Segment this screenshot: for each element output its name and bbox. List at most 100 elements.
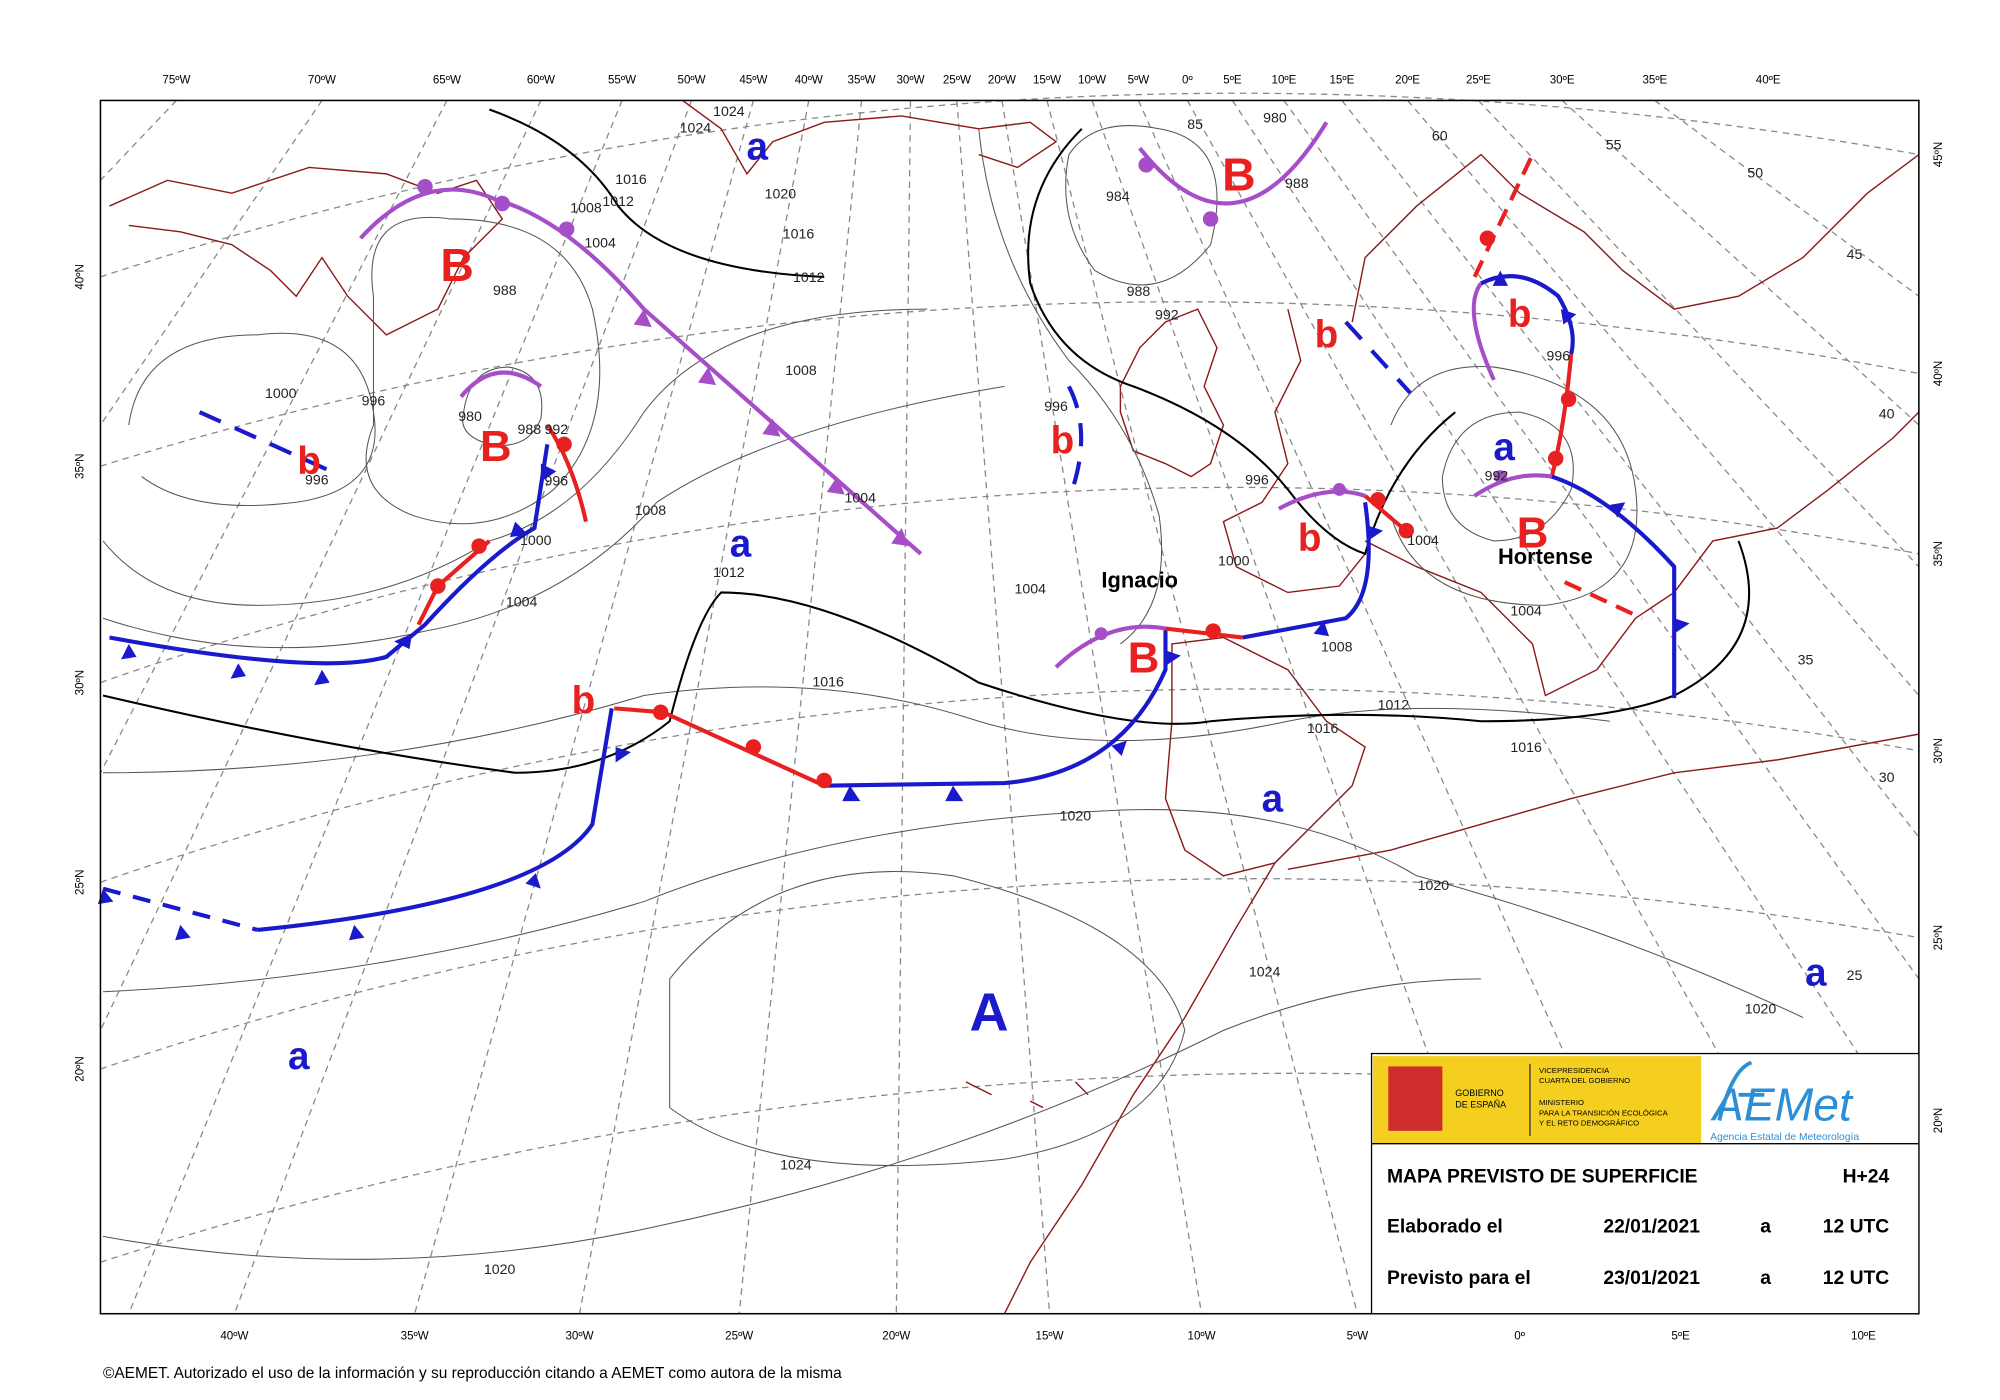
isobar-label: 1024	[713, 104, 745, 120]
aemet-logo-mark	[1717, 1060, 1765, 1121]
top-axis-label: 5ºE	[1223, 75, 1242, 87]
isobar-label: 988	[1127, 284, 1151, 300]
isobar-label: 55	[1606, 137, 1622, 153]
pressure-center: a	[1805, 951, 1827, 994]
isobar-label: 1012	[602, 194, 634, 210]
right-axis-label: 20ºN	[1933, 1108, 1945, 1133]
isobar-label: 1004	[1015, 582, 1047, 598]
pressure-center: a	[747, 126, 769, 169]
bottom-axis-label: 15ºW	[1036, 1330, 1064, 1342]
isobar-label: 980	[458, 409, 482, 425]
isobar-label: 992	[545, 422, 569, 438]
copyright: ©AEMET. Autorizado el uso de la informac…	[103, 1365, 842, 1382]
isobar-label: 1012	[1378, 698, 1410, 714]
gov-label: MINISTERIO	[1539, 1098, 1584, 1107]
right-axis-label: 25ºN	[1933, 925, 1945, 950]
isobar-label: 992	[1485, 468, 1509, 484]
isobar-label: 45	[1847, 247, 1863, 263]
pressure-center: a	[1262, 777, 1284, 820]
isobar-label: 984	[1106, 189, 1130, 205]
isobar-label: 25	[1847, 968, 1863, 984]
isobar-label: 60	[1432, 128, 1448, 144]
top-axis-label: 10ºW	[1078, 75, 1106, 87]
isobar-label: 996	[1546, 349, 1570, 365]
storm-name: Ignacio	[1101, 567, 1178, 592]
info-cell: 12 UTC	[1823, 1268, 1890, 1289]
pressure-center: b	[572, 680, 596, 723]
isobar-label: 1016	[1307, 721, 1339, 737]
isobar-label: 50	[1747, 166, 1763, 182]
pressure-center: b	[1315, 314, 1339, 357]
isobar-label: 1024	[680, 121, 712, 137]
isobar-label: 1008	[785, 363, 817, 379]
pressure-center: B	[1128, 633, 1160, 682]
pressure-center: B	[1517, 508, 1549, 557]
top-axis-label: 45ºW	[739, 75, 767, 87]
aemet-logo: AEMet	[1710, 1079, 1854, 1131]
top-axis-label: 35ºE	[1642, 75, 1667, 87]
gov-label: Y EL RETO DEMOGRÁFICO	[1539, 1119, 1639, 1128]
isobar-label: 1016	[1510, 740, 1542, 756]
gov-label: PARA LA TRANSICIÓN ECOLÓGICA	[1539, 1108, 1669, 1117]
bottom-axis-label: 35ºW	[401, 1330, 429, 1342]
info-box	[1370, 1052, 1920, 1315]
isobar-label: 1024	[1249, 964, 1281, 980]
isobar-label: 1004	[845, 490, 877, 506]
top-axis-label: 20ºE	[1395, 75, 1420, 87]
isobar-label: 30	[1879, 770, 1895, 786]
bottom-axis-label: 5ºW	[1347, 1330, 1369, 1342]
info-cell: Elaborado el	[1387, 1217, 1503, 1238]
right-axis-label: 40ºN	[1933, 361, 1945, 386]
gov-label: CUARTA DEL GOBIERNO	[1539, 1076, 1630, 1085]
left-axis-label: 20ºN	[75, 1056, 87, 1081]
top-axis-label: 35ºW	[848, 75, 876, 87]
info-cell: a	[1760, 1268, 1771, 1289]
right-axis-label: 45ºN	[1933, 142, 1945, 167]
isobar-label: 1012	[713, 565, 745, 581]
gov-label: VICEPRESIDENCIA	[1539, 1066, 1610, 1075]
graticule	[99, 92, 1920, 1315]
isobar-label: 1008	[1321, 640, 1353, 656]
isobar-label: 1000	[1218, 553, 1250, 569]
isobar-label: 980	[1263, 110, 1287, 126]
isobar-label: 1004	[1407, 533, 1439, 549]
isobar-label: 1008	[570, 201, 602, 217]
storm-name: Hortense	[1498, 544, 1593, 569]
left-axis-label: 30ºN	[75, 670, 87, 695]
isobar-label: 1020	[484, 1262, 516, 1278]
bottom-axis-label: 5ºE	[1671, 1330, 1690, 1342]
top-axis-label: 5ºW	[1128, 75, 1150, 87]
top-axis-label: 10ºE	[1272, 75, 1297, 87]
isobar-label: 1020	[765, 186, 797, 202]
top-axis-label: 40ºE	[1756, 75, 1781, 87]
info-cell: a	[1760, 1217, 1771, 1238]
map-frame	[99, 99, 1920, 1315]
pressure-center: b	[1051, 419, 1075, 462]
pressure-center: A	[970, 982, 1009, 1042]
top-axis-label: 75ºW	[162, 75, 190, 87]
isobar-label: 1000	[265, 386, 297, 402]
top-axis-label: 60ºW	[527, 75, 555, 87]
top-axis-label: 70ºW	[308, 75, 336, 87]
isobar-label: 1016	[615, 172, 647, 188]
pressure-center: B	[440, 239, 473, 291]
isobar-label: 996	[1245, 472, 1269, 488]
info-cell: 22/01/2021	[1603, 1217, 1700, 1238]
bottom-axis-label: 25ºW	[725, 1330, 753, 1342]
fronts	[97, 121, 1690, 941]
bottom-axis-label: 20ºW	[882, 1330, 910, 1342]
top-axis-label: 50ºW	[678, 75, 706, 87]
top-axis-label: 25ºW	[943, 75, 971, 87]
left-axis-label: 35ºN	[75, 454, 87, 479]
isobar-label: 988	[493, 283, 517, 299]
top-axis-label: 30ºW	[896, 75, 924, 87]
pressure-center: b	[297, 440, 321, 483]
info-cell: 23/01/2021	[1603, 1268, 1700, 1289]
top-axis-label: 40ºW	[795, 75, 823, 87]
pressure-center: B	[480, 422, 512, 471]
isobar-label: 35	[1798, 653, 1814, 669]
isobar-label: 996	[1044, 399, 1068, 415]
isobar-label: 1004	[584, 235, 616, 251]
isobar-label: 1024	[780, 1157, 812, 1173]
